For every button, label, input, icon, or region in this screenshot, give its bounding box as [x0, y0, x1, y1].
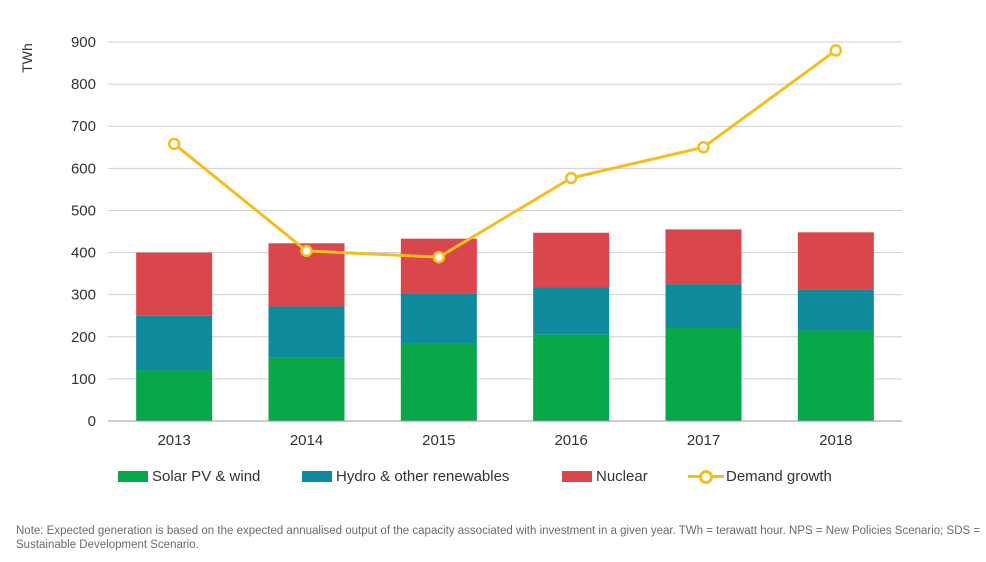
- x-tick-label: 2014: [290, 432, 323, 449]
- legend-swatch-hydro: [302, 470, 332, 482]
- bar-nuclear: [665, 229, 742, 285]
- y-tick-label: 200: [71, 329, 96, 346]
- bar-hydro: [136, 315, 213, 371]
- bar-solar: [665, 327, 742, 421]
- demand-growth-point: [167, 137, 181, 151]
- bar-hydro: [797, 289, 874, 331]
- gridlines: [108, 41, 902, 380]
- bar-hydro: [665, 284, 742, 328]
- x-axis-ticks: 2013 2014 2015 2016 2017 2018: [157, 432, 852, 449]
- y-axis-label: TWh: [19, 43, 35, 73]
- legend-item-hydro: Hydro & other renewables: [302, 464, 509, 488]
- demand-growth-point: [829, 44, 843, 57]
- bars: [136, 229, 874, 421]
- y-tick-label: 0: [88, 413, 96, 430]
- y-tick-label: 300: [71, 287, 96, 304]
- y-tick-label: 600: [71, 160, 96, 177]
- demand-growth-point: [300, 244, 313, 258]
- x-tick-label: 2015: [422, 432, 455, 449]
- y-tick-label: 100: [71, 371, 96, 388]
- x-tick-label: 2018: [819, 432, 852, 449]
- legend-item-nuclear: Nuclear: [562, 464, 648, 488]
- x-tick-label: 2013: [157, 432, 190, 449]
- bar-nuclear: [797, 232, 874, 290]
- demand-line: [167, 44, 843, 264]
- demand-growth-point: [564, 171, 578, 185]
- legend-label-demand: Demand growth: [726, 467, 832, 485]
- y-tick-label: 500: [71, 202, 96, 219]
- bar-nuclear: [400, 238, 477, 294]
- legend-swatch-nuclear: [562, 470, 592, 482]
- legend: Solar PV & wind Hydro & other renewables…: [0, 464, 986, 488]
- legend-item-solar: Solar PV & wind: [118, 464, 260, 488]
- demand-growth-point: [432, 250, 446, 264]
- legend-label-nuclear: Nuclear: [596, 467, 648, 485]
- legend-label-solar: Solar PV & wind: [152, 467, 261, 485]
- x-tick-label: 2016: [554, 432, 587, 449]
- y-tick-label: 900: [71, 34, 96, 51]
- y-tick-label: 700: [71, 118, 96, 135]
- bar-nuclear: [136, 252, 213, 316]
- bar-hydro: [268, 306, 345, 358]
- bar-solar: [400, 343, 477, 421]
- legend-label-hydro: Hydro & other renewables: [336, 467, 510, 485]
- y-tick-label: 400: [71, 245, 96, 262]
- bar-solar: [797, 330, 874, 421]
- y-tick-label: 800: [71, 76, 96, 93]
- legend-swatch-solar: [118, 470, 148, 482]
- demand-growth-point: [697, 141, 710, 154]
- bar-solar: [136, 370, 213, 421]
- y-axis-ticks: 0 100 200 300 400 500 600 700 800 900: [71, 34, 96, 430]
- bar-solar: [268, 357, 345, 421]
- legend-swatch-demand: [688, 469, 724, 484]
- bar-hydro: [533, 287, 610, 335]
- x-tick-label: 2017: [687, 432, 720, 449]
- bar-nuclear: [533, 232, 610, 288]
- demand-growth-line: [173, 49, 837, 259]
- chart-note: Note: Expected generation is based on th…: [16, 525, 981, 551]
- legend-item-demand: Demand growth: [688, 464, 832, 488]
- bar-solar: [533, 334, 610, 421]
- bar-hydro: [400, 293, 477, 344]
